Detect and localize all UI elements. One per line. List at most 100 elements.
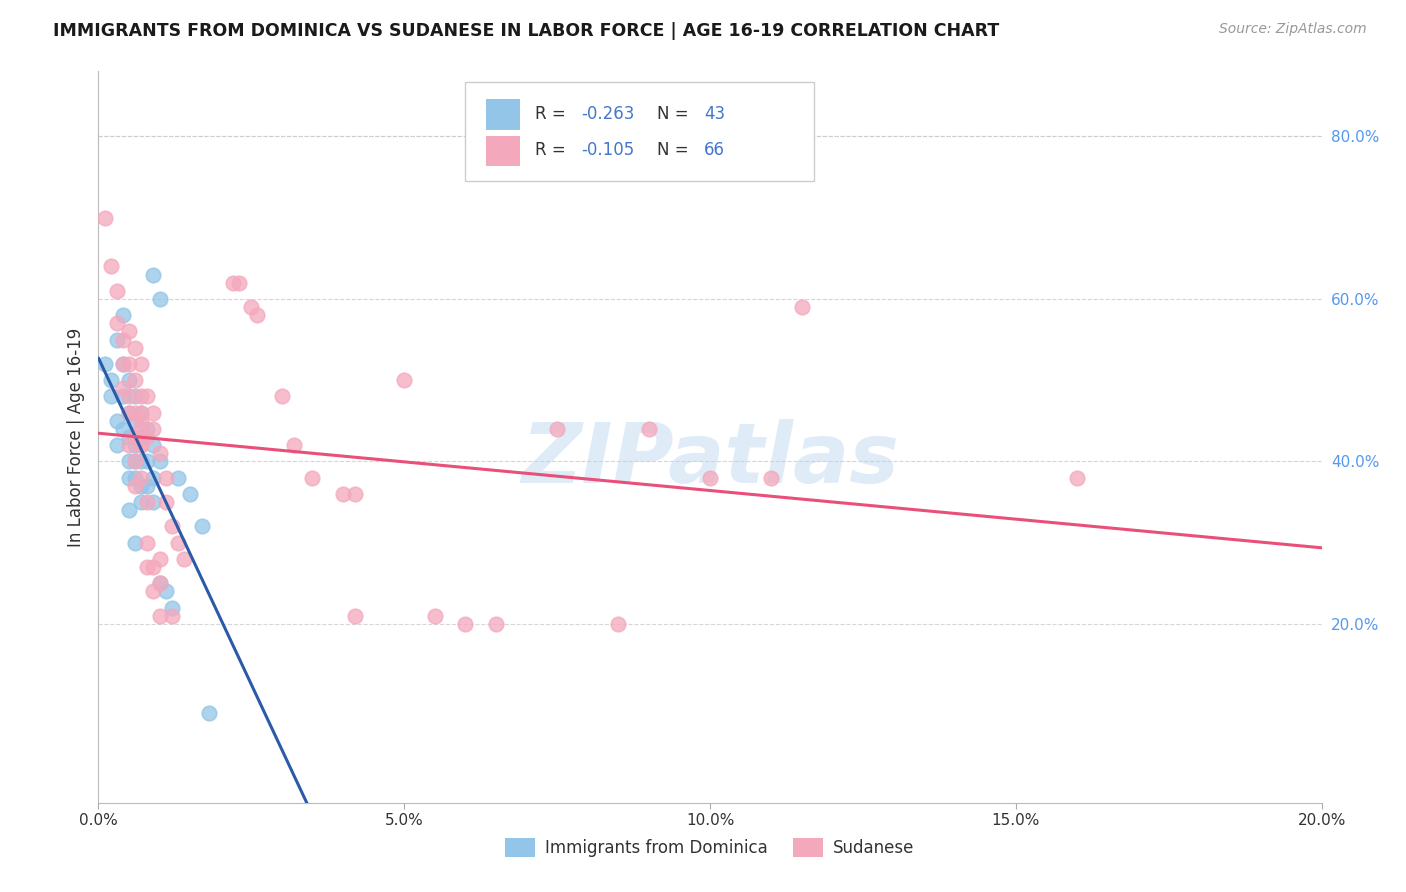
Point: [283, 438, 305, 452]
Point: [142, 560, 165, 574]
FancyBboxPatch shape: [465, 82, 814, 181]
Point: [118, 471, 141, 485]
Point: [155, 584, 177, 599]
Text: 43: 43: [704, 104, 725, 123]
Point: [142, 268, 165, 282]
Point: [129, 438, 152, 452]
Point: [118, 406, 141, 420]
Point: [155, 471, 177, 485]
Point: [136, 454, 159, 468]
Point: [1066, 471, 1088, 485]
Point: [344, 487, 367, 501]
Point: [228, 276, 250, 290]
Point: [124, 373, 146, 387]
Point: [111, 357, 134, 371]
Legend: Immigrants from Dominica, Sudanese: Immigrants from Dominica, Sudanese: [499, 831, 921, 864]
Point: [118, 325, 141, 339]
Point: [93, 211, 115, 225]
Point: [124, 414, 146, 428]
Point: [111, 389, 134, 403]
Text: R =: R =: [536, 104, 571, 123]
Text: N =: N =: [658, 141, 695, 160]
Text: ZIPatlas: ZIPatlas: [522, 418, 898, 500]
Point: [129, 495, 152, 509]
Point: [124, 471, 146, 485]
Point: [142, 495, 165, 509]
Point: [100, 260, 122, 274]
Point: [270, 389, 292, 403]
Y-axis label: In Labor Force | Age 16-19: In Labor Force | Age 16-19: [66, 327, 84, 547]
Point: [637, 422, 661, 436]
Text: Source: ZipAtlas.com: Source: ZipAtlas.com: [1219, 22, 1367, 37]
Text: R =: R =: [536, 141, 571, 160]
Point: [118, 454, 141, 468]
Point: [392, 373, 416, 387]
Point: [100, 373, 122, 387]
Point: [124, 430, 146, 444]
Point: [790, 300, 813, 314]
Point: [155, 495, 177, 509]
Point: [118, 430, 141, 444]
Point: [118, 503, 141, 517]
Point: [136, 535, 159, 549]
Point: [124, 454, 146, 468]
Point: [344, 608, 367, 623]
Point: [129, 438, 152, 452]
Point: [173, 552, 195, 566]
Point: [142, 406, 165, 420]
Point: [179, 487, 201, 501]
Point: [129, 357, 152, 371]
Point: [160, 608, 183, 623]
Point: [191, 519, 214, 533]
Point: [149, 576, 172, 591]
Point: [149, 608, 172, 623]
Point: [246, 308, 269, 322]
Point: [136, 560, 159, 574]
Point: [105, 333, 128, 347]
Point: [149, 576, 172, 591]
Point: [142, 422, 165, 436]
Point: [118, 406, 141, 420]
Text: -0.105: -0.105: [582, 141, 636, 160]
Point: [129, 430, 152, 444]
Point: [129, 389, 152, 403]
Point: [142, 438, 165, 452]
Text: 66: 66: [704, 141, 725, 160]
Point: [129, 479, 152, 493]
Point: [118, 438, 141, 452]
Point: [332, 487, 354, 501]
Point: [240, 300, 263, 314]
Point: [124, 535, 146, 549]
Point: [111, 333, 134, 347]
Point: [118, 389, 141, 403]
Point: [118, 357, 141, 371]
Point: [129, 414, 152, 428]
Point: [142, 584, 165, 599]
Point: [149, 292, 172, 306]
Point: [105, 414, 128, 428]
Point: [124, 406, 146, 420]
Point: [759, 471, 782, 485]
Point: [222, 276, 245, 290]
Point: [105, 316, 128, 330]
Point: [111, 381, 134, 395]
Point: [142, 471, 165, 485]
Point: [301, 471, 323, 485]
FancyBboxPatch shape: [486, 136, 520, 167]
Point: [93, 357, 115, 371]
Point: [111, 308, 134, 322]
Point: [136, 422, 159, 436]
Point: [160, 600, 183, 615]
Point: [124, 341, 146, 355]
Text: -0.263: -0.263: [582, 104, 636, 123]
Point: [129, 406, 152, 420]
Point: [699, 471, 721, 485]
Point: [160, 519, 183, 533]
Point: [454, 617, 477, 632]
Point: [124, 454, 146, 468]
Point: [111, 357, 134, 371]
Point: [105, 438, 128, 452]
Point: [197, 706, 219, 721]
Point: [149, 446, 172, 460]
Point: [607, 617, 630, 632]
